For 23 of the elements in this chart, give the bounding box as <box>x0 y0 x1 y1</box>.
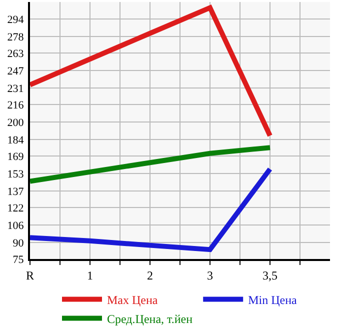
x-tick-label: 3 <box>207 268 213 282</box>
y-tick-label: 184 <box>7 134 24 146</box>
y-tick-label: 247 <box>7 65 24 78</box>
y-tick-label: 294 <box>7 14 24 26</box>
legend-label: Min Цена <box>248 292 298 307</box>
x-tick-label: 3,5 <box>262 268 278 282</box>
x-tick-label: 1 <box>87 268 93 282</box>
y-tick-label: 278 <box>7 31 24 44</box>
y-tick-label: 153 <box>7 168 24 180</box>
y-tick-label: 75 <box>12 254 24 266</box>
y-tick-label: 106 <box>7 220 24 232</box>
y-tick-label: 200 <box>7 116 24 129</box>
y-tick-label: 216 <box>7 99 24 112</box>
legend-label: Сред.Цена, т.йен <box>107 312 194 326</box>
legend-label: Max Цена <box>107 292 158 307</box>
y-tick-label: 169 <box>7 150 24 163</box>
y-tick-label: 137 <box>7 186 24 198</box>
y-tick-label: 90 <box>12 237 24 250</box>
y-tick-label: 263 <box>7 48 24 60</box>
x-tick-label: 2 <box>147 268 153 282</box>
y-tick-label: 231 <box>7 82 24 95</box>
y-tick-label: 122 <box>7 202 24 214</box>
x-tick-label: R <box>26 268 34 282</box>
